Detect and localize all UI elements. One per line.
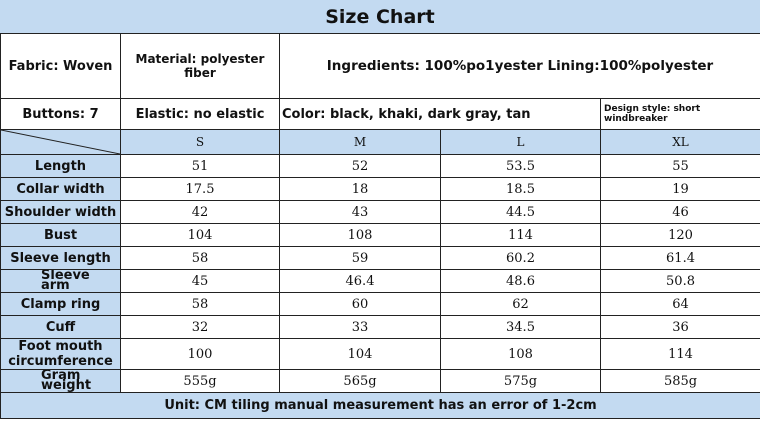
table-cell: 108 bbox=[279, 223, 441, 247]
table-cell: 18 bbox=[279, 177, 441, 201]
table-cell: 33 bbox=[279, 315, 441, 339]
table-row-cuff: Cuff 32 33 34.5 36 bbox=[0, 315, 760, 339]
table-cell: 34.5 bbox=[440, 315, 601, 339]
table-row-length: Length 51 52 53.5 55 bbox=[0, 154, 760, 178]
table-cell: 60 bbox=[279, 292, 441, 316]
table-cell: 19 bbox=[599, 177, 760, 201]
row-label: Clamp ring bbox=[0, 292, 121, 316]
table-cell: 104 bbox=[279, 338, 441, 370]
row-label: Length bbox=[0, 154, 121, 178]
table-cell: 62 bbox=[440, 292, 601, 316]
table-cell: 585g bbox=[599, 369, 760, 393]
table-cell: 43 bbox=[279, 200, 441, 224]
row-label: Cuff bbox=[0, 315, 121, 339]
table-cell: 52 bbox=[279, 154, 441, 178]
table-row-collar-width: Collar width 17.5 18 18.5 19 bbox=[0, 177, 760, 201]
table-cell: 58 bbox=[120, 292, 280, 316]
design-style-cell: Design style: short windbreaker bbox=[599, 98, 760, 130]
table-cell: 60.2 bbox=[440, 246, 601, 270]
info-row-1: Fabric: Woven Material: polyester fiber … bbox=[0, 33, 760, 99]
footer-row: Unit: CM tiling manual measurement has a… bbox=[0, 392, 760, 419]
page-title: Size Chart bbox=[0, 0, 760, 34]
ingredients-cell: Ingredients: 100%po1yester Lining:100%po… bbox=[278, 33, 760, 99]
elastic-cell: Elastic: no elastic bbox=[120, 98, 280, 130]
table-cell: 575g bbox=[440, 369, 601, 393]
table-cell: 36 bbox=[599, 315, 760, 339]
table-cell: 64 bbox=[599, 292, 760, 316]
row-label: Bust bbox=[0, 223, 121, 247]
table-cell: 32 bbox=[120, 315, 280, 339]
row-label: Foot mouth circumference bbox=[0, 338, 121, 370]
unit-note: Unit: CM tiling manual measurement has a… bbox=[0, 392, 760, 419]
table-row-bust: Bust 104 108 114 120 bbox=[0, 223, 760, 247]
table-cell: 58 bbox=[120, 246, 280, 270]
table-cell: 17.5 bbox=[120, 177, 280, 201]
material-cell: Material: polyester fiber bbox=[120, 33, 280, 99]
row-label: Collar width bbox=[0, 177, 121, 201]
row-label: Sleeve arm bbox=[0, 269, 121, 293]
table-row-gram-weight: Gram weight 555g 565g 575g 585g bbox=[0, 369, 760, 393]
buttons-cell: Buttons: 7 bbox=[0, 98, 121, 130]
table-row-clamp-ring: Clamp ring 58 60 62 64 bbox=[0, 292, 760, 316]
diagonal-line bbox=[1, 130, 120, 154]
table-cell: 120 bbox=[599, 223, 760, 247]
size-chart-table: Fabric: Woven Material: polyester fiber … bbox=[0, 33, 760, 419]
corner-diagonal-cell bbox=[0, 129, 121, 155]
table-cell: 50.8 bbox=[599, 269, 760, 293]
table-cell: 42 bbox=[120, 200, 280, 224]
row-label: Gram weight bbox=[0, 369, 121, 393]
size-header-xl: XL bbox=[599, 129, 760, 155]
table-cell: 44.5 bbox=[440, 200, 601, 224]
table-cell: 53.5 bbox=[440, 154, 601, 178]
color-cell: Color: black, khaki, dark gray, tan bbox=[279, 98, 601, 130]
table-cell: 61.4 bbox=[599, 246, 760, 270]
row-label: Sleeve length bbox=[0, 246, 121, 270]
info-row-2: Buttons: 7 Elastic: no elastic Color: bl… bbox=[0, 98, 760, 130]
table-cell: 565g bbox=[279, 369, 441, 393]
table-cell: 555g bbox=[120, 369, 280, 393]
size-header-s: S bbox=[120, 129, 280, 155]
table-cell: 48.6 bbox=[440, 269, 601, 293]
table-row-shoulder-width: Shoulder width 42 43 44.5 46 bbox=[0, 200, 760, 224]
table-row-foot-mouth: Foot mouth circumference 100 104 108 114 bbox=[0, 338, 760, 370]
table-cell: 114 bbox=[440, 223, 601, 247]
table-cell: 104 bbox=[120, 223, 280, 247]
table-row-sleeve-length: Sleeve length 58 59 60.2 61.4 bbox=[0, 246, 760, 270]
size-header-row: S M L XL bbox=[0, 129, 760, 155]
table-cell: 46.4 bbox=[279, 269, 441, 293]
table-row-sleeve-arm: Sleeve arm 45 46.4 48.6 50.8 bbox=[0, 269, 760, 293]
table-cell: 51 bbox=[120, 154, 280, 178]
table-cell: 46 bbox=[599, 200, 760, 224]
table-cell: 18.5 bbox=[440, 177, 601, 201]
table-cell: 114 bbox=[599, 338, 760, 370]
table-cell: 59 bbox=[279, 246, 441, 270]
row-label: Shoulder width bbox=[0, 200, 121, 224]
table-cell: 100 bbox=[120, 338, 280, 370]
table-cell: 45 bbox=[120, 269, 280, 293]
table-cell: 108 bbox=[440, 338, 601, 370]
fabric-cell: Fabric: Woven bbox=[0, 33, 121, 99]
table-cell: 55 bbox=[599, 154, 760, 178]
size-header-m: M bbox=[279, 129, 441, 155]
size-header-l: L bbox=[440, 129, 601, 155]
